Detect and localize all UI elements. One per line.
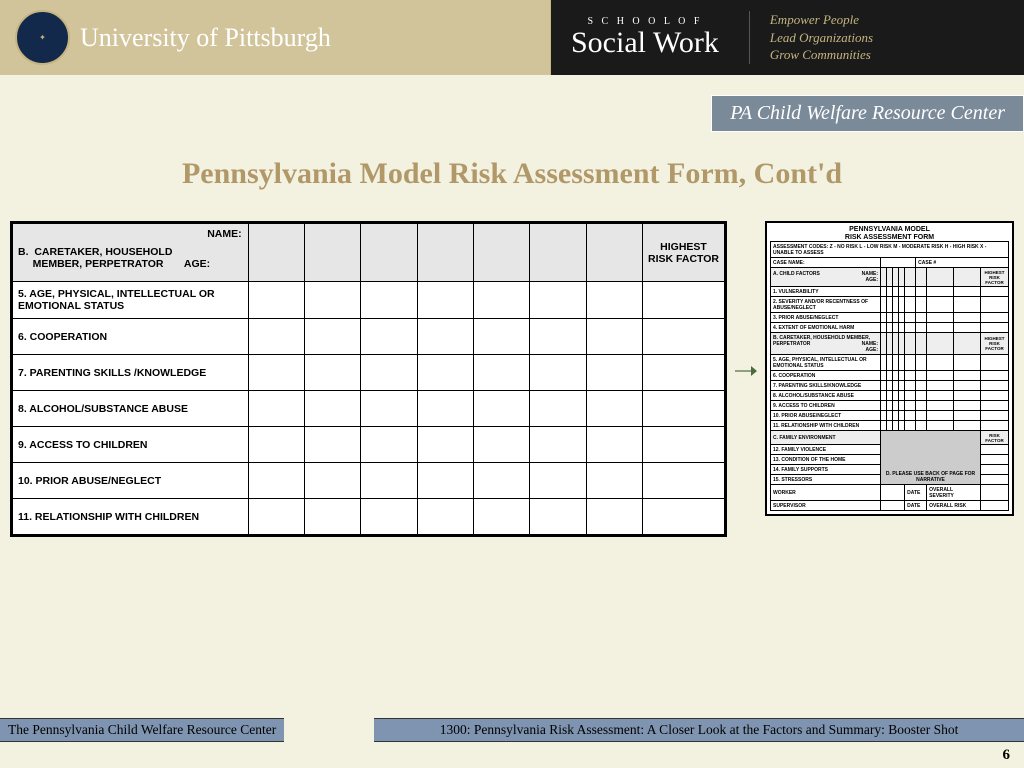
university-block: ✦ University of Pittsburgh	[0, 10, 550, 65]
thumb-casename: CASE NAME:	[771, 258, 881, 268]
slide-title: Pennsylvania Model Risk Assessment Form,…	[0, 145, 1024, 221]
tagline-3: Grow Communities	[770, 46, 873, 64]
thumb-caseno: CASE #	[916, 258, 1009, 268]
callout-arrow	[735, 221, 757, 386]
section-header-cell: NAME: B. CARETAKER, HOUSEHOLD MEMBER, PE…	[13, 224, 249, 282]
tagline-2: Lead Organizations	[770, 29, 873, 47]
main-form-table: NAME: B. CARETAKER, HOUSEHOLD MEMBER, PE…	[10, 221, 727, 537]
school-block: S C H O O L O F Social Work Empower Peop…	[550, 0, 1024, 75]
sub-band: PA Child Welfare Resource Center	[0, 75, 1024, 145]
row-8: 8. ALCOHOL/SUBSTANCE ABUSE	[13, 391, 249, 427]
row-10: 10. PRIOR ABUSE/NEGLECT	[13, 463, 249, 499]
section-name-1: CARETAKER, HOUSEHOLD	[34, 246, 172, 258]
thumb-sec-a: A. CHILD FACTORS NAME:AGE:	[771, 268, 881, 287]
university-seal-icon: ✦	[15, 10, 70, 65]
col-1	[248, 224, 304, 282]
col-3	[361, 224, 417, 282]
thumb-codes: ASSESSMENT CODES: Z - NO RISK L - LOW RI…	[771, 242, 1009, 258]
thumb-sec-b: B. CARETAKER, HOUSEHOLD MEMBER, PERPETRA…	[771, 333, 881, 355]
col-4	[417, 224, 473, 282]
school-title: S C H O O L O F Social Work	[571, 17, 719, 59]
page-number: 6	[1003, 747, 1011, 764]
university-name: University of Pittsburgh	[80, 23, 331, 53]
thumbnail-form: PENNSYLVANIA MODEL RISK ASSESSMENT FORM …	[765, 221, 1014, 516]
content-row: NAME: B. CARETAKER, HOUSEHOLD MEMBER, PE…	[0, 221, 1024, 537]
footer-left: The Pennsylvania Child Welfare Resource …	[0, 718, 284, 742]
col-5	[474, 224, 530, 282]
school-name: Social Work	[571, 26, 719, 59]
row-7: 7. PARENTING SKILLS /KNOWLEDGE	[13, 355, 249, 391]
tagline-1: Empower People	[770, 11, 873, 29]
thumb-title-2: RISK ASSESSMENT FORM	[770, 234, 1009, 242]
highest-risk-header: HIGHEST RISK FACTOR	[643, 224, 725, 282]
thumb-sec-c: C. FAMILY ENVIRONMENT	[771, 431, 881, 445]
thumb-title-1: PENNSYLVANIA MODEL	[770, 226, 1009, 234]
row-11: 11. RELATIONSHIP WITH CHILDREN	[13, 499, 249, 535]
row-5: 5. AGE, PHYSICAL, INTELLECTUAL OR EMOTIO…	[13, 282, 249, 319]
col-6	[530, 224, 586, 282]
resource-center-tag: PA Child Welfare Resource Center	[711, 95, 1024, 132]
col-2	[304, 224, 360, 282]
row-9: 9. ACCESS TO CHILDREN	[13, 427, 249, 463]
school-tagline: Empower People Lead Organizations Grow C…	[749, 11, 873, 64]
header-band: ✦ University of Pittsburgh S C H O O L O…	[0, 0, 1024, 75]
col-7	[586, 224, 642, 282]
footer-right: 1300: Pennsylvania Risk Assessment: A Cl…	[374, 718, 1024, 742]
age-label: AGE:	[184, 258, 210, 270]
name-label: NAME:	[207, 228, 241, 240]
footer-bar: The Pennsylvania Child Welfare Resource …	[0, 718, 1024, 742]
section-name-2: MEMBER, PERPETRATOR	[33, 258, 164, 270]
row-6: 6. COOPERATION	[13, 319, 249, 355]
section-letter: B.	[18, 246, 29, 258]
